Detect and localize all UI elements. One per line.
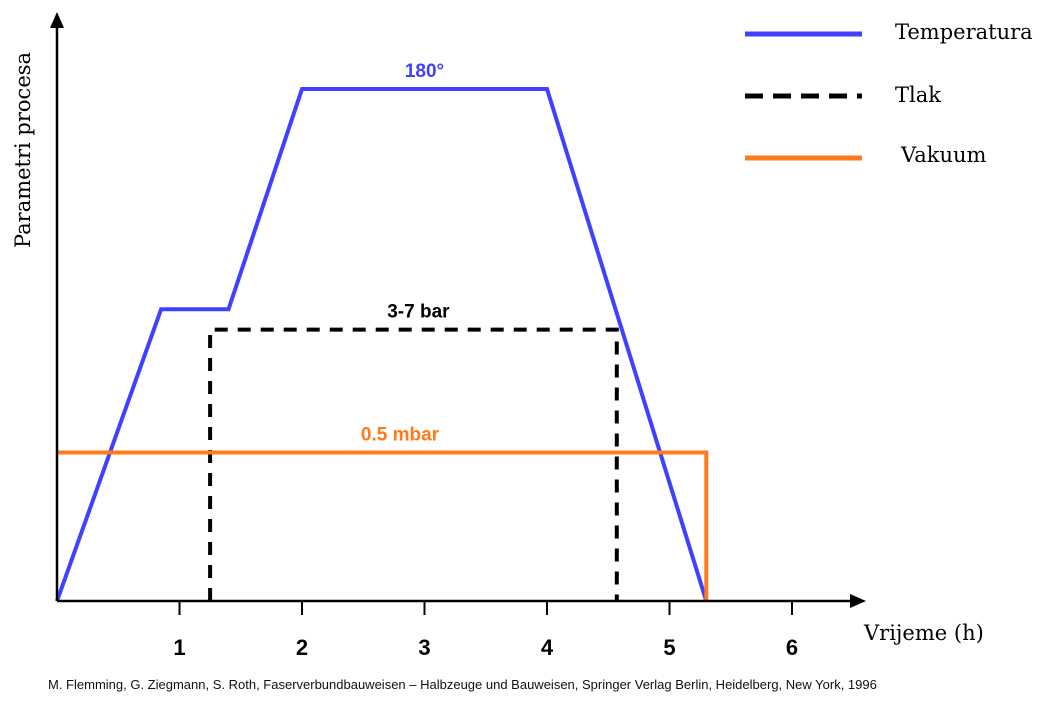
legend: Temperatura Tlak Vakuum <box>745 20 1033 167</box>
x-tick-label: 5 <box>663 635 675 660</box>
legend-label-temperatura: Temperatura <box>895 20 1033 44</box>
series-line-temperatura <box>55 87 709 602</box>
x-tick-label: 6 <box>786 635 798 660</box>
process-chart: 1 2 3 4 5 6 180° 3-7 bar 0.5 mbar Temperatura Tl… <box>11 12 1033 660</box>
y-axis-arrow <box>50 12 64 28</box>
y-axis-title: Parametri procesa <box>11 52 35 248</box>
series-layer <box>55 87 709 602</box>
x-tick-label: 1 <box>173 635 185 660</box>
legend-label-vakuum: Vakuum <box>900 143 987 167</box>
x-axis-title: Vrijeme (h) <box>863 621 984 645</box>
x-tick-label: 4 <box>541 635 554 660</box>
annotation-label: 180° <box>405 61 444 82</box>
axes-layer: 1 2 3 4 5 6 <box>50 12 866 660</box>
series-line-vakuum <box>57 450 709 601</box>
x-axis-arrow <box>850 594 866 608</box>
legend-label-tlak: Tlak <box>895 83 941 107</box>
x-tick-label: 3 <box>418 635 430 660</box>
annotation-label: 0.5 mbar <box>361 425 440 446</box>
annotation-layer: 180° 3-7 bar 0.5 mbar <box>361 61 450 446</box>
x-tick-label: 2 <box>296 635 308 660</box>
series-line-tlak <box>208 327 619 601</box>
annotation-label: 3-7 bar <box>387 302 450 323</box>
citation: M. Flemming, G. Ziegmann, S. Roth, Faser… <box>48 677 877 692</box>
